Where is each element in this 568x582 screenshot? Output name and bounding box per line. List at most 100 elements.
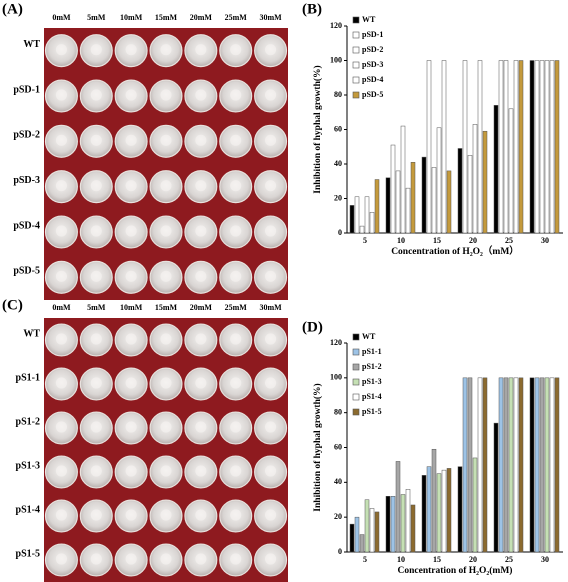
legend-label: pSD-5 [362, 90, 383, 99]
colony [90, 377, 102, 389]
colony [195, 377, 207, 389]
colony [55, 180, 68, 192]
x-tick-label: 15 [433, 555, 441, 564]
colony [195, 134, 207, 146]
legend-label: pS1-1 [362, 347, 382, 356]
colony [195, 509, 207, 521]
bar [457, 466, 463, 553]
legend-swatch [352, 16, 360, 24]
bar [544, 60, 550, 234]
colony [230, 134, 242, 146]
colony [90, 44, 102, 56]
bar [359, 225, 365, 234]
legend-label: pS1-4 [362, 392, 382, 401]
y-tick-label: 40 [334, 477, 342, 486]
bar [554, 377, 560, 553]
bar [385, 177, 391, 234]
colony [55, 134, 68, 146]
row-label: pS1-2 [16, 416, 40, 427]
row-label: WT [23, 39, 40, 50]
photo-background [44, 318, 288, 582]
colony [90, 421, 102, 433]
legend-swatch [352, 61, 360, 69]
colony [55, 377, 68, 389]
bar [472, 124, 478, 234]
photo-background [44, 28, 288, 300]
bar [395, 170, 401, 234]
column-label: 25mM [225, 13, 248, 22]
bar [400, 125, 406, 234]
bar [364, 196, 370, 234]
colony [55, 333, 68, 345]
colony [264, 225, 277, 237]
colony [125, 333, 137, 345]
y-tick-label: 20 [334, 193, 342, 202]
colony [230, 270, 242, 282]
row-label: pS1-1 [16, 372, 40, 383]
colony [55, 421, 68, 433]
bar [441, 60, 447, 234]
colony [160, 225, 172, 237]
bar [369, 508, 375, 553]
bar [549, 60, 555, 234]
row-label: pS1-5 [16, 548, 40, 559]
colony [230, 421, 242, 433]
x-axis-title: Concentration of H₂O₂（mM） [391, 245, 519, 257]
colony [90, 270, 102, 282]
bar [534, 377, 540, 553]
bar [395, 461, 401, 553]
bar [498, 377, 504, 553]
legend-label: pSD-1 [362, 30, 383, 39]
colony [264, 44, 277, 56]
colony [55, 270, 68, 282]
colony [195, 333, 207, 345]
colony [230, 44, 242, 56]
column-label: 0mM [52, 303, 71, 312]
colony [160, 180, 172, 192]
colony [55, 465, 68, 477]
legend-swatch [352, 333, 360, 341]
bar [467, 155, 473, 234]
legend-swatch [352, 348, 360, 356]
y-tick-label: 100 [330, 373, 342, 382]
bar [405, 187, 411, 234]
y-tick-label: 120 [330, 21, 342, 30]
colony [264, 89, 277, 101]
colony [230, 377, 242, 389]
colony [90, 553, 102, 565]
y-tick-label: 60 [334, 442, 342, 451]
bar [374, 511, 380, 553]
colony [55, 553, 68, 565]
bar [349, 205, 355, 234]
colony [160, 509, 172, 521]
bar [477, 60, 483, 234]
legend-swatch [352, 91, 360, 99]
bar [518, 60, 524, 234]
legend-label: pS1-3 [362, 377, 382, 386]
legend-label: pSD-4 [362, 75, 383, 84]
bar [518, 377, 524, 553]
y-tick-label: 80 [334, 407, 342, 416]
panel-label: (D) [302, 319, 323, 335]
y-tick-label: 20 [334, 512, 342, 521]
bar [534, 60, 540, 234]
colony [264, 377, 277, 389]
bar [405, 489, 411, 553]
row-label: WT [23, 328, 40, 339]
bar [421, 156, 427, 234]
legend-swatch [352, 46, 360, 54]
colony [125, 134, 137, 146]
bar [462, 60, 468, 234]
colony [125, 465, 137, 477]
legend-label: pS1-5 [362, 407, 382, 416]
colony [195, 225, 207, 237]
colony [264, 421, 277, 433]
row-label: pSD-2 [13, 130, 40, 141]
x-tick-label: 25 [505, 555, 513, 564]
legend-label: pS1-2 [362, 362, 382, 371]
colony [264, 509, 277, 521]
colony [264, 553, 277, 565]
legend-swatch [352, 76, 360, 84]
bar [446, 170, 452, 234]
bar [472, 457, 478, 553]
